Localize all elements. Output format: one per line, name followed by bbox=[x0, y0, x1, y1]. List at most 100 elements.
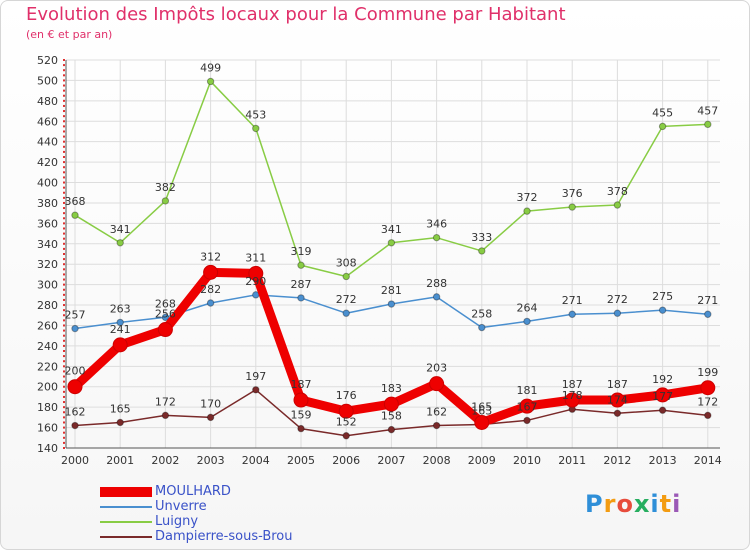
y-minor-tick bbox=[63, 431, 65, 434]
x-tick-label: 2009 bbox=[468, 454, 496, 467]
data-point-unverre bbox=[704, 310, 712, 318]
data-point-unverre bbox=[658, 306, 667, 314]
y-minor-tick bbox=[63, 115, 65, 118]
y-minor-tick bbox=[63, 319, 65, 322]
data-label-luigny: 319 bbox=[291, 245, 312, 258]
data-label-unverre: 271 bbox=[562, 294, 583, 307]
data-point-unverre bbox=[161, 313, 170, 322]
logo-letter: P bbox=[585, 490, 604, 518]
y-tick-label: 180 bbox=[37, 401, 58, 414]
data-label-moulhard: 183 bbox=[381, 382, 402, 395]
y-minor-tick bbox=[63, 166, 65, 169]
y-minor-tick bbox=[63, 227, 65, 230]
data-point-dampierre-sous-brou bbox=[252, 386, 260, 394]
y-minor-tick bbox=[63, 365, 65, 368]
legend-item-moulhard[interactable]: MOULHARD bbox=[100, 484, 360, 500]
data-label-unverre: 268 bbox=[155, 297, 176, 310]
data-point-luigny bbox=[387, 239, 396, 247]
x-tick-label: 2012 bbox=[603, 454, 631, 467]
x-tick-label: 2003 bbox=[197, 454, 225, 467]
x-tick-label: 2006 bbox=[332, 454, 360, 467]
data-label-luigny: 372 bbox=[517, 191, 538, 204]
data-label-unverre: 287 bbox=[291, 278, 312, 291]
data-label-dampierre-sous-brou: 159 bbox=[291, 409, 312, 422]
data-label-dampierre-sous-brou: 163 bbox=[471, 405, 492, 418]
data-point-dampierre-sous-brou bbox=[342, 432, 350, 440]
y-tick-label: 280 bbox=[37, 299, 58, 312]
data-label-moulhard: 311 bbox=[245, 251, 266, 264]
x-tick-label: 2007 bbox=[377, 454, 405, 467]
data-point-luigny bbox=[478, 247, 486, 255]
x-tick-label: 2000 bbox=[61, 454, 89, 467]
data-point-dampierre-sous-brou bbox=[704, 411, 712, 420]
data-label-dampierre-sous-brou: 167 bbox=[517, 400, 538, 413]
y-tick-label: 140 bbox=[37, 442, 58, 455]
x-tick-label: 2013 bbox=[649, 454, 677, 467]
data-label-moulhard: 187 bbox=[562, 378, 583, 391]
data-label-luigny: 376 bbox=[562, 187, 583, 200]
data-label-luigny: 499 bbox=[200, 61, 221, 74]
y-minor-tick bbox=[63, 375, 65, 378]
legend-swatch-luigny bbox=[100, 521, 152, 523]
grid-layer bbox=[66, 59, 720, 449]
y-minor-tick bbox=[63, 390, 65, 393]
data-label-moulhard: 187 bbox=[291, 378, 312, 391]
data-point-luigny bbox=[613, 201, 622, 209]
y-minor-tick bbox=[63, 201, 65, 204]
data-point-unverre bbox=[523, 317, 531, 326]
data-label-unverre: 272 bbox=[607, 293, 628, 306]
y-minor-tick bbox=[63, 145, 65, 148]
data-label-luigny: 453 bbox=[245, 108, 266, 121]
y-tick-label: 460 bbox=[37, 115, 58, 128]
y-minor-tick bbox=[63, 64, 65, 67]
x-tick-label: 2004 bbox=[242, 454, 270, 467]
y-minor-tick bbox=[63, 334, 65, 337]
data-label-luigny: 308 bbox=[336, 256, 357, 269]
data-label-moulhard: 199 bbox=[697, 366, 718, 379]
y-minor-tick bbox=[63, 447, 65, 449]
logo-letter: x bbox=[633, 490, 651, 518]
data-point-luigny bbox=[342, 272, 350, 281]
y-minor-tick bbox=[63, 288, 65, 291]
data-point-dampierre-sous-brou bbox=[523, 416, 531, 425]
y-tick-label: 500 bbox=[37, 74, 58, 87]
data-point-luigny bbox=[523, 207, 531, 215]
y-minor-tick bbox=[63, 355, 65, 358]
data-label-luigny: 341 bbox=[381, 223, 402, 236]
data-label-dampierre-sous-brou: 197 bbox=[245, 370, 266, 383]
series-layer bbox=[67, 77, 716, 440]
data-label-luigny: 333 bbox=[471, 231, 492, 244]
data-label-unverre: 288 bbox=[426, 277, 447, 290]
data-point-unverre bbox=[342, 309, 350, 317]
y-tick-label: 260 bbox=[37, 319, 58, 332]
y-minor-tick bbox=[63, 309, 65, 312]
y-minor-tick bbox=[63, 232, 65, 235]
legend-item-luigny[interactable]: Luigny bbox=[100, 514, 360, 530]
data-point-unverre bbox=[478, 323, 486, 332]
y-minor-tick bbox=[63, 130, 65, 133]
y-minor-tick bbox=[63, 426, 65, 429]
y-minor-tick bbox=[63, 94, 65, 97]
data-label-dampierre-sous-brou: 170 bbox=[200, 397, 221, 410]
y-minor-tick bbox=[63, 401, 65, 404]
y-minor-tick bbox=[63, 120, 65, 123]
y-minor-tick bbox=[63, 258, 65, 261]
x-tick-label: 2008 bbox=[423, 454, 451, 467]
y-minor-tick bbox=[63, 59, 65, 61]
y-minor-tick bbox=[63, 314, 65, 317]
legend-item-unverre[interactable]: Unverre bbox=[100, 499, 360, 515]
legend-swatch-dampierre bbox=[100, 536, 152, 538]
legend-item-dampierre[interactable]: Dampierre-sous-Brou bbox=[100, 529, 360, 545]
y-minor-tick bbox=[63, 110, 65, 113]
y-minor-tick bbox=[63, 186, 65, 189]
y-minor-tick bbox=[63, 140, 65, 143]
data-point-moulhard bbox=[112, 337, 128, 353]
data-label-luigny: 346 bbox=[426, 218, 447, 231]
y-minor-tick bbox=[63, 273, 65, 276]
data-label-moulhard: 203 bbox=[426, 362, 447, 375]
y-minor-tick bbox=[63, 156, 65, 158]
y-minor-tick bbox=[63, 385, 65, 388]
